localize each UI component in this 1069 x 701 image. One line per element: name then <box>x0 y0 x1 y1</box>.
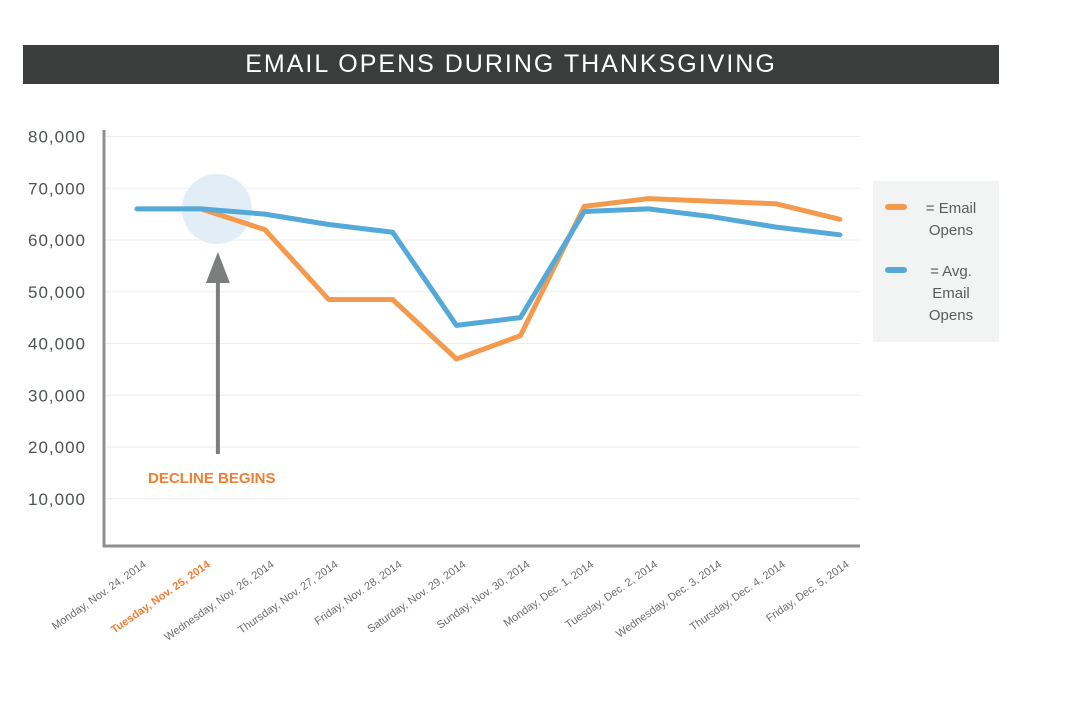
y-tick-label: 60,000 <box>28 231 86 250</box>
legend-label-avg-email-opens: = Avg. Email Opens <box>915 261 987 327</box>
legend-line: Opens <box>928 307 974 324</box>
legend-line: Email <box>932 285 970 302</box>
legend-line: = Avg. <box>930 263 972 280</box>
y-tick-label: 70,000 <box>28 179 86 198</box>
y-tick-label: 20,000 <box>28 438 86 457</box>
y-tick-label: 30,000 <box>28 386 86 405</box>
series-line-1 <box>134 206 843 328</box>
annotation-arrow-head <box>205 252 230 283</box>
chart-title: EMAIL OPENS DURING THANKSGIVING <box>23 45 999 84</box>
chart-legend: = Email Opens = Avg. Email Opens <box>873 181 999 342</box>
legend-entry-email-opens: = Email Opens <box>885 198 987 242</box>
x-tick-label: Wednesday, Nov. 26, 2014 <box>162 559 276 644</box>
legend-label-email-opens: = Email Opens <box>915 198 987 242</box>
y-tick-label: 10,000 <box>28 490 86 509</box>
x-tick-label: Wednesday, Dec. 3, 2014 <box>614 559 724 641</box>
annotation-label: DECLINE BEGINS <box>148 470 276 487</box>
y-tick-label: 80,000 <box>28 128 86 147</box>
legend-entry-avg-email-opens: = Avg. Email Opens <box>885 261 987 327</box>
y-tick-label: 40,000 <box>28 335 86 354</box>
legend-line: = Email <box>925 200 977 217</box>
legend-swatch-avg-email-opens <box>885 267 907 273</box>
legend-line: Opens <box>928 222 974 239</box>
legend-swatch-email-opens <box>885 204 907 210</box>
y-tick-label: 50,000 <box>28 283 86 302</box>
